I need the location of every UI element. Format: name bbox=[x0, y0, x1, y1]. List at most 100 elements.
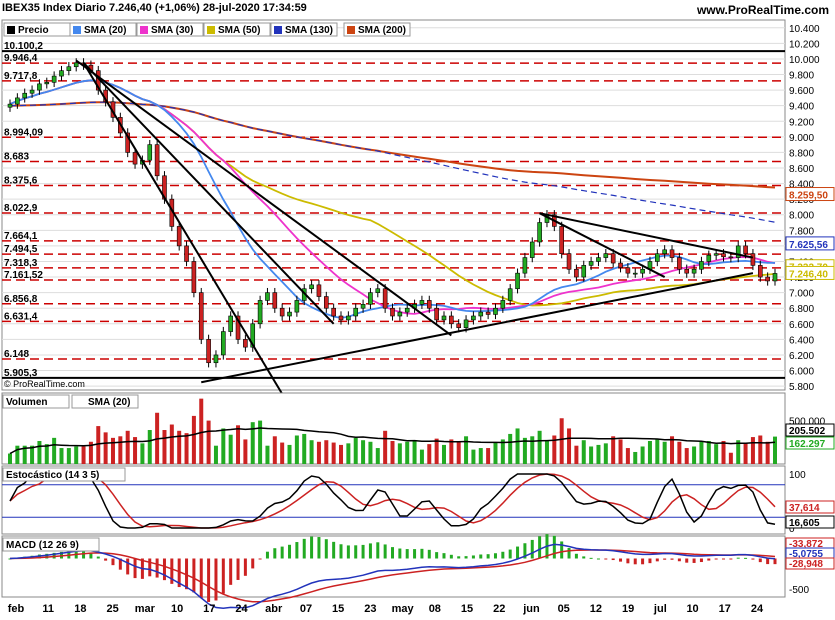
candle-body bbox=[478, 311, 484, 317]
macd-hist-bar bbox=[471, 555, 475, 559]
x-tick-label: jun bbox=[522, 603, 540, 615]
legend-box bbox=[203, 22, 271, 37]
stoch-badge-label: 37,614 bbox=[789, 503, 820, 514]
legend-label-sma20: SMA (20) bbox=[84, 25, 126, 36]
legend-box bbox=[71, 394, 139, 409]
x-tick-label: 17 bbox=[203, 603, 215, 615]
volume-bar bbox=[383, 430, 388, 464]
candle-body bbox=[765, 276, 770, 282]
legend-label-sma30: SMA (30) bbox=[151, 25, 193, 36]
y-tick-label: 7.000 bbox=[789, 289, 814, 300]
candle-body bbox=[500, 300, 506, 309]
macd-hist-bar bbox=[582, 556, 586, 559]
volume-bar bbox=[44, 444, 49, 464]
macd-hist-bar bbox=[376, 542, 380, 559]
legend-swatch bbox=[207, 26, 215, 34]
macd-hist-bar bbox=[714, 558, 718, 560]
volume-bar bbox=[625, 448, 630, 464]
volume-bar bbox=[81, 446, 86, 464]
x-tick-label: 24 bbox=[751, 603, 764, 615]
candle-body bbox=[7, 103, 13, 108]
candle-body bbox=[691, 268, 697, 274]
candle-body bbox=[257, 300, 263, 325]
volume-bar bbox=[508, 433, 513, 464]
volume-bar bbox=[427, 444, 432, 464]
macd-hist-bar bbox=[288, 544, 292, 559]
legend-label-sma200: SMA (200) bbox=[358, 25, 406, 36]
macd-hist-bar bbox=[596, 558, 600, 560]
y-tick-label: 6.000 bbox=[789, 367, 814, 378]
x-tick-label: 19 bbox=[622, 603, 634, 615]
y-tick-label: 9.600 bbox=[789, 86, 814, 97]
volume-bar bbox=[103, 432, 108, 464]
volume-bar bbox=[66, 448, 71, 464]
support-label: 8.683 bbox=[4, 152, 29, 163]
volume-bar bbox=[552, 435, 557, 464]
x-tick-label: 07 bbox=[300, 603, 312, 615]
macd-hist-bar bbox=[354, 545, 358, 559]
volume-bar bbox=[52, 437, 57, 464]
legend-box bbox=[343, 22, 411, 37]
candle-body bbox=[147, 144, 153, 161]
price-badge-label: 7.246,40 bbox=[789, 269, 828, 280]
candle-body bbox=[390, 307, 395, 317]
macd-signal-line bbox=[9, 549, 776, 603]
x-tick-label: may bbox=[392, 603, 415, 615]
volume-bar bbox=[684, 448, 689, 464]
macd-hist-bar bbox=[486, 554, 490, 559]
candle-body bbox=[191, 261, 197, 293]
sma200-line bbox=[9, 101, 776, 189]
macd-hist-bar bbox=[207, 558, 211, 602]
macd-hist-bar bbox=[317, 537, 321, 559]
candle-body bbox=[44, 82, 50, 85]
support-label: 8.375,6 bbox=[4, 175, 38, 186]
volume-bar bbox=[640, 446, 645, 464]
macd-hist-bar bbox=[339, 544, 343, 559]
y-tick-label: 9.000 bbox=[789, 133, 814, 144]
macd-hist-bar bbox=[148, 558, 152, 577]
trend-line bbox=[75, 59, 452, 337]
volume-bar bbox=[530, 436, 535, 464]
volume-bar bbox=[140, 443, 145, 464]
y-tick-label: 6.200 bbox=[789, 351, 814, 362]
candle-body bbox=[323, 296, 329, 309]
candle-body bbox=[596, 257, 601, 262]
volume-bar bbox=[486, 448, 491, 464]
site-url[interactable]: www.ProRealTime.com bbox=[696, 3, 829, 17]
candle-body bbox=[404, 307, 410, 313]
volume-bar bbox=[736, 440, 741, 464]
volume-bar bbox=[213, 445, 218, 464]
candle-body bbox=[515, 272, 520, 290]
macd-hist-bar bbox=[427, 549, 431, 559]
macd-hist-bar bbox=[604, 558, 608, 560]
volume-bar bbox=[15, 445, 20, 464]
volume-bar bbox=[434, 438, 439, 464]
candle-body bbox=[184, 245, 189, 262]
candle-body bbox=[206, 339, 211, 364]
candle-body bbox=[382, 288, 388, 309]
stoch-tick: 100 bbox=[789, 470, 806, 481]
candle-body bbox=[331, 307, 336, 317]
volume-bar bbox=[59, 448, 64, 464]
volume-sma-line bbox=[9, 427, 776, 455]
macd-hist-bar bbox=[185, 558, 189, 590]
volume-bar bbox=[169, 424, 174, 464]
x-tick-label: 24 bbox=[235, 603, 248, 615]
macd-hist-bar bbox=[332, 541, 336, 559]
macd-hist-bar bbox=[508, 549, 512, 559]
volume-bar bbox=[22, 445, 27, 464]
candle-body bbox=[221, 331, 226, 356]
volume-bar bbox=[567, 428, 572, 464]
volume-bar bbox=[8, 453, 12, 464]
support-label: 7.161,52 bbox=[4, 270, 43, 281]
macd-hist-bar bbox=[729, 558, 733, 560]
y-tick-label: 8.800 bbox=[789, 148, 814, 159]
volume-bar bbox=[670, 436, 675, 464]
candle-body bbox=[507, 288, 513, 301]
candle-body bbox=[566, 253, 572, 270]
macd-badge-label: -28,948 bbox=[789, 559, 823, 570]
candle-body bbox=[493, 307, 498, 315]
macd-hist-bar bbox=[104, 558, 108, 561]
macd-hist-bar bbox=[560, 541, 564, 559]
